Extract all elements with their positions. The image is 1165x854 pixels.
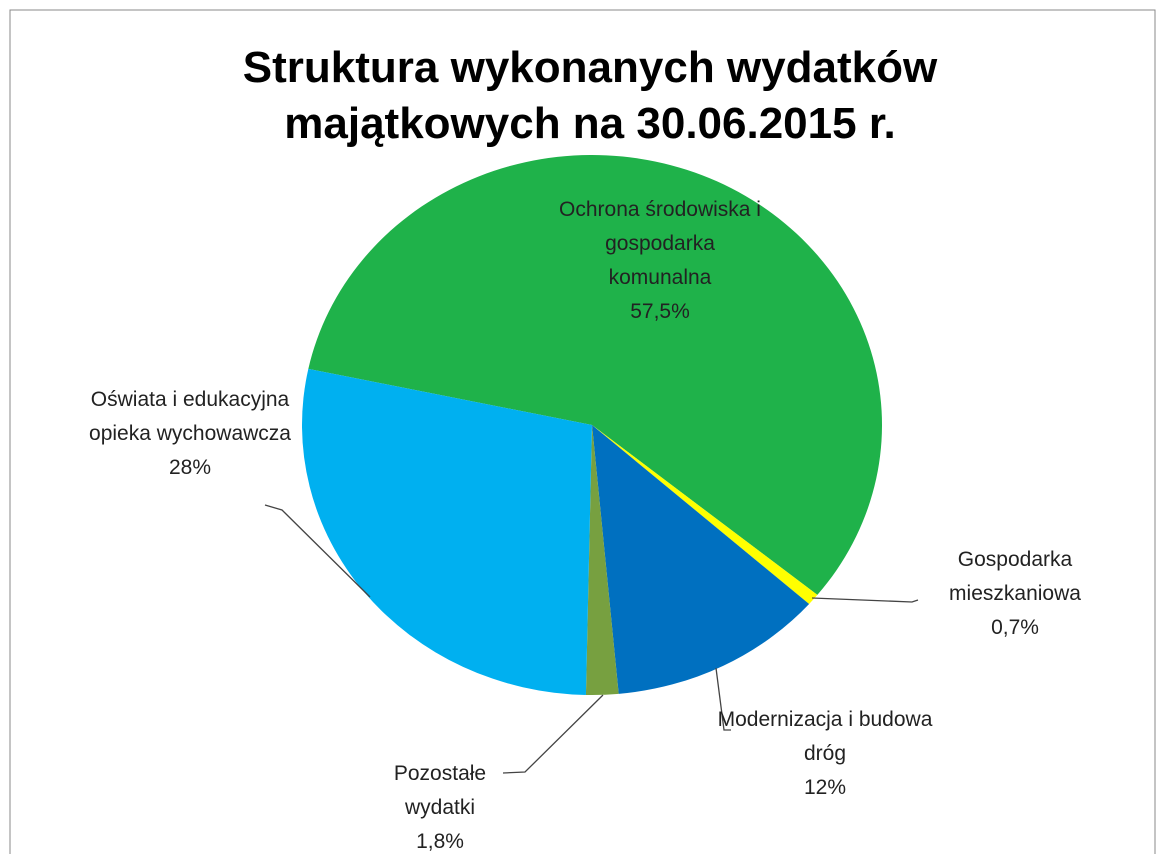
slice bbox=[301, 368, 592, 695]
frame bbox=[9, 9, 1156, 854]
leader-line bbox=[811, 597, 919, 603]
data-label: Pozostałe wydatki 1,8% bbox=[360, 757, 520, 854]
label-name: Gospodarka mieszkaniowa bbox=[949, 548, 1081, 605]
label-value: 12% bbox=[803, 776, 847, 799]
leader-line bbox=[264, 504, 371, 598]
slice bbox=[592, 425, 818, 604]
label-name: Ochrona środowiska i gospodarka komunaln… bbox=[559, 198, 761, 289]
slice bbox=[308, 155, 883, 595]
slice bbox=[585, 425, 619, 695]
data-label: Oświata i edukacyjna opieka wychowawcza 2… bbox=[65, 383, 315, 485]
label-value: 0,7% bbox=[991, 616, 1039, 639]
slice bbox=[592, 425, 810, 694]
label-name: Modernizacja i budowa dróg bbox=[717, 708, 933, 765]
leader-line bbox=[715, 667, 731, 731]
label-value: 1,8% bbox=[416, 830, 464, 853]
label-value: 57,5% bbox=[630, 300, 690, 323]
leader-line bbox=[502, 694, 604, 774]
leader-lines bbox=[264, 504, 919, 774]
data-label: Modernizacja i budowa dróg 12% bbox=[715, 703, 935, 805]
label-name: Pozostałe wydatki bbox=[393, 762, 487, 819]
pie bbox=[301, 155, 883, 695]
label-value: 28% bbox=[168, 456, 212, 479]
data-label: Gospodarka mieszkaniowa 0,7% bbox=[905, 543, 1125, 645]
data-label: Ochrona środowiska i gospodarka komunaln… bbox=[555, 193, 765, 329]
chart-title: Struktura wykonanych wydatków majątkowyc… bbox=[242, 43, 938, 148]
label-name: Oświata i edukacyjna opieka wychowawcza bbox=[89, 388, 291, 445]
